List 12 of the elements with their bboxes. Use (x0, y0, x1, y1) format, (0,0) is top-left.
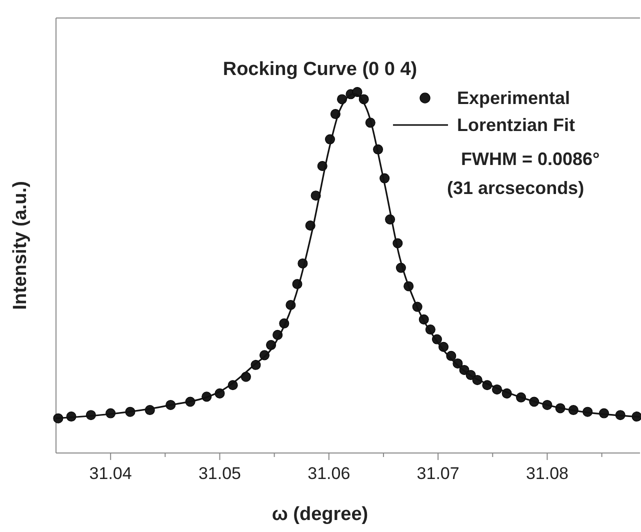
x-tick-label: 31.04 (89, 464, 132, 483)
annotation: (31 arcseconds) (447, 178, 584, 198)
x-tick-label: 31.07 (416, 464, 460, 483)
x-tick-label: 31.05 (198, 464, 242, 483)
x-tick-label: 31.06 (308, 464, 350, 483)
legend-label: Experimental (457, 88, 570, 108)
legend-label: Lorentzian Fit (457, 115, 575, 135)
chart-title: Rocking Curve (0 0 4) (222, 59, 418, 80)
x-axis-title: ω (degree) (272, 504, 368, 525)
y-axis-title: Intensity (a.u.) (10, 181, 31, 310)
annotation: FWHM = 0.0086° (461, 149, 600, 169)
x-tick-label: 31.08 (526, 464, 568, 483)
